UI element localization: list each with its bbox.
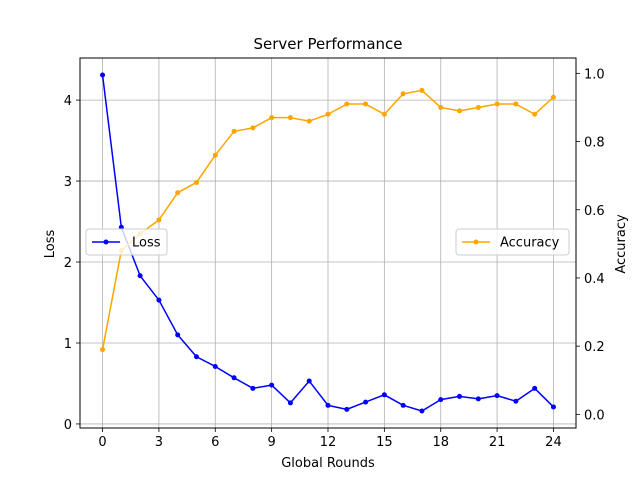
loss-point	[550, 404, 556, 410]
accuracy-point	[156, 217, 162, 223]
legend-loss-marker	[103, 239, 109, 245]
x-axis-label: Global Rounds	[281, 456, 375, 471]
accuracy-point	[287, 115, 293, 121]
x-axis: 0 3 6 9 12 15 18 21 24	[98, 428, 562, 450]
y-right-tick-label: 0.8	[584, 136, 605, 151]
y-right-tick-label: 0.0	[584, 408, 605, 423]
loss-point	[250, 385, 256, 391]
accuracy-point	[494, 101, 500, 107]
accuracy-point	[306, 118, 312, 124]
accuracy-point	[381, 111, 387, 117]
y-left-tick-label: 4	[64, 94, 72, 109]
loss-point	[457, 393, 463, 399]
accuracy-point	[438, 104, 444, 110]
loss-point	[513, 398, 519, 404]
loss-point	[381, 392, 387, 398]
x-tick-label: 0	[98, 435, 106, 450]
y-left-tick-label: 2	[64, 256, 72, 271]
loss-point	[100, 72, 106, 78]
accuracy-point	[175, 190, 181, 196]
accuracy-point	[325, 111, 331, 117]
x-tick-label: 24	[545, 435, 562, 450]
loss-point	[363, 399, 369, 405]
accuracy-point	[532, 111, 538, 117]
y-axis-left: 0 1 2 3 4	[64, 94, 80, 433]
x-tick-label: 18	[432, 435, 449, 450]
loss-point	[475, 396, 481, 402]
accuracy-point	[100, 347, 106, 353]
y-left-tick-label: 3	[64, 175, 72, 190]
x-tick-label: 6	[211, 435, 219, 450]
loss-point	[532, 385, 538, 391]
x-tick-label: 12	[320, 435, 337, 450]
y-axis-right: 0.0 0.2 0.4 0.6 0.8 1.0	[576, 67, 605, 423]
series-layer	[100, 72, 556, 414]
accuracy-point	[550, 94, 556, 100]
accuracy-point	[457, 108, 463, 114]
loss-point	[306, 378, 312, 384]
accuracy-point	[475, 104, 481, 110]
loss-point	[419, 408, 425, 414]
loss-point	[193, 354, 199, 360]
y-left-tick-label: 0	[64, 418, 72, 433]
loss-point	[231, 375, 237, 381]
accuracy-point	[212, 152, 218, 158]
y-axis-left-label: Loss	[43, 230, 58, 259]
legend-loss-box	[85, 228, 168, 256]
y-right-tick-label: 0.6	[584, 204, 605, 219]
legend-loss-label: Loss	[132, 236, 161, 251]
legend-accuracy-box	[455, 228, 570, 256]
accuracy-point	[269, 115, 275, 121]
chart-title: Server Performance	[253, 35, 402, 53]
loss-point	[344, 406, 350, 412]
legend-accuracy-label: Accuracy	[500, 236, 560, 251]
loss-point	[175, 332, 181, 338]
loss-point	[287, 400, 293, 406]
y-right-tick-label: 0.4	[584, 272, 605, 287]
accuracy-point	[231, 128, 237, 134]
loss-point	[118, 224, 124, 230]
legend-accuracy-marker	[473, 239, 479, 245]
accuracy-point	[193, 179, 199, 185]
accuracy-point	[344, 101, 350, 107]
accuracy-point	[250, 125, 256, 131]
loss-point	[494, 393, 500, 399]
x-tick-label: 21	[489, 435, 506, 450]
x-tick-label: 3	[155, 435, 163, 450]
loss-point	[438, 397, 444, 403]
loss-point	[137, 273, 143, 279]
accuracy-point	[363, 101, 369, 107]
accuracy-point	[419, 87, 425, 93]
grid	[80, 58, 576, 428]
legend-loss: Loss	[85, 228, 168, 256]
loss-point	[269, 382, 275, 388]
legend-accuracy: Accuracy	[455, 228, 570, 256]
y-right-tick-label: 0.2	[584, 340, 605, 355]
loss-point	[156, 297, 162, 303]
accuracy-point	[400, 91, 406, 97]
x-tick-label: 9	[267, 435, 275, 450]
loss-point	[212, 363, 218, 369]
loss-point	[400, 402, 406, 408]
y-left-tick-label: 1	[64, 337, 72, 352]
accuracy-point	[513, 101, 519, 107]
loss-point	[325, 402, 331, 408]
x-tick-label: 15	[376, 435, 393, 450]
y-right-tick-label: 1.0	[584, 67, 605, 82]
y-axis-right-label: Accuracy	[614, 214, 629, 274]
